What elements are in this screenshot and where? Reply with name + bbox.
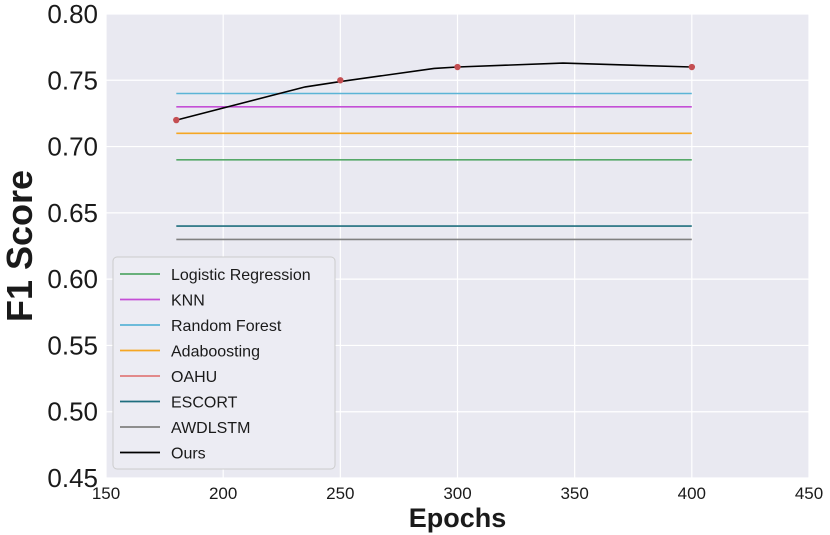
data-point-ours (337, 77, 344, 84)
y-tick-label: 0.50 (47, 397, 98, 427)
y-tick-label: 0.45 (47, 463, 98, 493)
legend-label-ours: Ours (171, 446, 206, 463)
legend-label-logistic-regression: Logistic Regression (171, 267, 311, 284)
x-tick-label: 150 (92, 484, 120, 503)
x-tick-label: 250 (326, 484, 354, 503)
legend: Logistic Regression KNN Random Forest Adabo… (112, 256, 336, 470)
y-tick-label: 0.70 (47, 132, 98, 162)
data-point-ours (454, 63, 461, 71)
y-tick-label: 0.60 (47, 264, 98, 294)
x-tick-label: 200 (209, 484, 237, 503)
legend-label-awdlstm: AWDLSTM (171, 420, 250, 437)
x-tick-label: 350 (560, 484, 588, 503)
x-axis-label: Epochs (409, 503, 507, 533)
y-tick-label: 0.65 (47, 198, 98, 228)
y-tick-label: 0.55 (47, 330, 98, 360)
legend-label-knn: KNN (171, 293, 205, 310)
series-lines (176, 62, 692, 241)
x-tick-label: 300 (443, 484, 471, 503)
series-markers (173, 63, 696, 124)
y-tick-label: 0.75 (47, 65, 98, 95)
axis-ticks: 150 200 250 300 350 400 450 0.45 0.50 0.55 0.60 0.6… (47, 0, 823, 503)
data-point-ours (173, 116, 180, 124)
legend-label-adaboosting: Adaboosting (171, 344, 260, 361)
series-line-ours (176, 62, 692, 121)
legend-box (112, 256, 336, 470)
x-tick-label: 400 (678, 484, 706, 503)
y-tick-label: 0.80 (47, 0, 98, 29)
data-point-ours (688, 63, 696, 71)
legend-label-random-forest: Random Forest (171, 318, 282, 335)
y-axis-label: F1 Score (0, 170, 40, 322)
legend-label-escort: ESCORT (171, 395, 238, 412)
legend-label-oahu: OAHU (171, 369, 217, 386)
x-tick-label: 450 (795, 484, 823, 503)
